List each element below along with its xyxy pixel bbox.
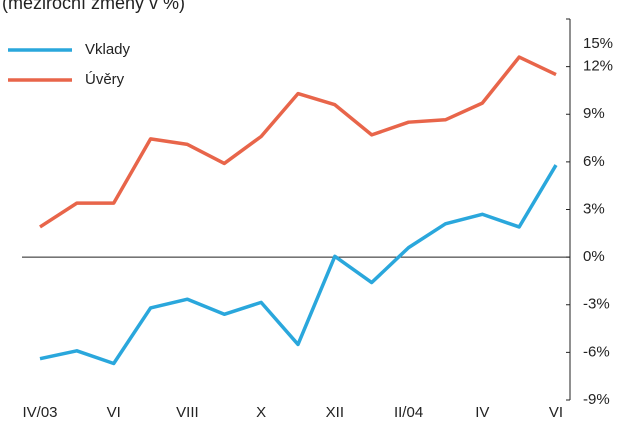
x-tick-label: II/04 bbox=[394, 404, 423, 421]
legend-label: Vklady bbox=[85, 41, 131, 58]
x-tick-label: X bbox=[256, 404, 266, 421]
x-tick-label: IV/03 bbox=[22, 404, 57, 421]
y-tick-label: -6% bbox=[583, 343, 610, 360]
y-tick-label: 0% bbox=[583, 248, 605, 265]
x-tick-label: VI bbox=[107, 404, 121, 421]
data-line bbox=[39, 55, 557, 229]
y-tick-label: 6% bbox=[583, 153, 605, 170]
x-tick-label: VI bbox=[549, 404, 563, 421]
y-tick-label: -9% bbox=[583, 391, 610, 408]
y-tick-label: -3% bbox=[583, 296, 610, 313]
y-tick-label: 3% bbox=[583, 200, 605, 217]
chart-title: (meziroční změny v %) bbox=[2, 0, 185, 13]
y-tick-label: 12% bbox=[583, 58, 613, 75]
x-tick-label: IV bbox=[475, 404, 489, 421]
y-tick-label: 9% bbox=[583, 105, 605, 122]
data-line bbox=[39, 164, 558, 366]
legend-label: Úvěry bbox=[85, 71, 125, 88]
y-tick-label: 15% bbox=[583, 35, 613, 52]
x-tick-label: XII bbox=[326, 404, 344, 421]
x-tick-label: VIII bbox=[176, 404, 199, 421]
